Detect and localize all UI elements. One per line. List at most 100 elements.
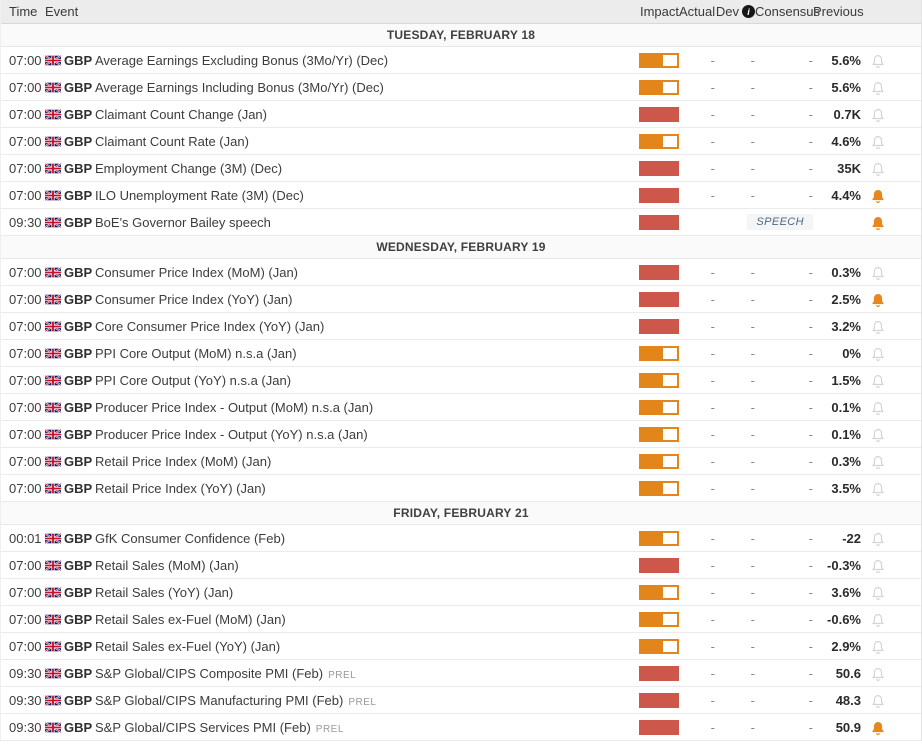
section-date: TUESDAY, FEBRUARY 18	[386, 28, 536, 42]
impact-bar	[639, 79, 679, 95]
event-row[interactable]: 09:30 GBP S&P Global/CIPS Services PMI (…	[1, 714, 921, 741]
event-title: Core Consumer Price Index (YoY) (Jan)	[95, 318, 325, 334]
alert-bell-icon[interactable]	[861, 160, 895, 177]
event-row[interactable]: 07:00 GBP Claimant Count Change (Jan) - …	[1, 101, 921, 128]
event-row[interactable]: 09:30 GBP S&P Global/CIPS Manufacturing …	[1, 687, 921, 714]
event-row[interactable]: 00:01 GBP GfK Consumer Confidence (Feb) …	[1, 525, 921, 552]
actual-value: -	[710, 345, 715, 361]
event-row[interactable]: 07:00 GBP Retail Sales ex-Fuel (YoY) (Ja…	[1, 633, 921, 660]
event-row[interactable]: 07:00 GBP Retail Sales (YoY) (Jan) - - -…	[1, 579, 921, 606]
deviation-value: -	[750, 665, 755, 681]
event-row[interactable]: 09:30 GBP BoE's Governor Bailey speech	[1, 209, 921, 236]
previous-value: 3.6%	[831, 584, 861, 600]
event-time: 07:00	[9, 345, 42, 361]
alert-bell-icon[interactable]	[861, 187, 895, 204]
event-row[interactable]: 07:00 GBP PPI Core Output (YoY) n.s.a (J…	[1, 367, 921, 394]
actual-value: -	[710, 291, 715, 307]
impact-indicator	[619, 719, 679, 735]
event-time: 00:01	[9, 530, 42, 546]
alert-bell-icon[interactable]	[861, 318, 895, 335]
alert-bell-icon[interactable]	[861, 264, 895, 281]
alert-bell-icon[interactable]	[861, 665, 895, 682]
impact-indicator	[619, 52, 679, 68]
event-row[interactable]: 07:00 GBP Employment Change (3M) (Dec) -…	[1, 155, 921, 182]
alert-bell-icon[interactable]	[861, 692, 895, 709]
info-icon[interactable]: i	[742, 5, 755, 18]
alert-bell-icon[interactable]	[861, 106, 895, 123]
event-row[interactable]: 07:00 GBP Claimant Count Rate (Jan) - - …	[1, 128, 921, 155]
deviation-value: -	[750, 160, 755, 176]
uk-flag-icon	[45, 320, 61, 332]
column-header-actual: Actual	[679, 4, 716, 19]
event-title: Retail Sales ex-Fuel (MoM) (Jan)	[95, 611, 286, 627]
currency-label: GBP	[64, 52, 93, 68]
alert-bell-icon[interactable]	[861, 79, 895, 96]
alert-bell-icon[interactable]	[861, 611, 895, 628]
actual-value: -	[710, 264, 715, 280]
event-row[interactable]: 07:00 GBP Retail Sales (MoM) (Jan) - - -…	[1, 552, 921, 579]
uk-flag-icon	[45, 135, 61, 147]
alert-bell-icon[interactable]	[861, 480, 895, 497]
previous-value: -0.6%	[827, 611, 861, 627]
currency-label: GBP	[64, 372, 93, 388]
event-row[interactable]: 07:00 GBP Average Earnings Excluding Bon…	[1, 47, 921, 74]
consensus-value: -	[808, 557, 813, 573]
actual-value: -	[710, 557, 715, 573]
event-row[interactable]: 07:00 GBP Retail Price Index (MoM) (Jan)…	[1, 448, 921, 475]
alert-bell-icon[interactable]	[861, 719, 895, 736]
alert-bell-icon[interactable]	[861, 345, 895, 362]
previous-value: 0.3%	[831, 264, 861, 280]
event-row[interactable]: 07:00 GBP Producer Price Index - Output …	[1, 421, 921, 448]
event-row[interactable]: 07:00 GBP Retail Sales ex-Fuel (MoM) (Ja…	[1, 606, 921, 633]
alert-bell-icon[interactable]	[861, 557, 895, 574]
alert-bell-icon[interactable]	[861, 530, 895, 547]
event-row[interactable]: 07:00 GBP Core Consumer Price Index (YoY…	[1, 313, 921, 340]
event-title: Retail Sales ex-Fuel (YoY) (Jan)	[95, 638, 281, 654]
previous-value: 5.6%	[831, 79, 861, 95]
alert-bell-icon[interactable]	[861, 372, 895, 389]
alert-bell-icon[interactable]	[861, 426, 895, 443]
alert-bell-icon[interactable]	[861, 453, 895, 470]
event-row[interactable]: 09:30 GBP S&P Global/CIPS Composite PMI …	[1, 660, 921, 687]
event-row[interactable]: 07:00 GBP Average Earnings Including Bon…	[1, 74, 921, 101]
event-row[interactable]: 07:00 GBP Consumer Price Index (MoM) (Ja…	[1, 259, 921, 286]
alert-bell-icon[interactable]	[861, 133, 895, 150]
impact-indicator	[619, 692, 679, 708]
event-row[interactable]: 07:00 GBP Retail Price Index (YoY) (Jan)…	[1, 475, 921, 502]
uk-flag-icon	[45, 667, 61, 679]
consensus-value: -	[808, 665, 813, 681]
consensus-value: -	[808, 372, 813, 388]
previous-value: 0.7K	[833, 106, 861, 122]
impact-indicator	[619, 426, 679, 442]
alert-bell-icon[interactable]	[861, 291, 895, 308]
impact-indicator	[619, 557, 679, 573]
previous-value: 2.9%	[831, 638, 861, 654]
currency-label: GBP	[64, 584, 93, 600]
column-header-event: Event	[45, 4, 79, 19]
deviation-value: -	[750, 264, 755, 280]
event-row[interactable]: 07:00 GBP Producer Price Index - Output …	[1, 394, 921, 421]
alert-bell-icon[interactable]	[861, 214, 895, 231]
event-row[interactable]: 07:00 GBP ILO Unemployment Rate (3M) (De…	[1, 182, 921, 209]
previous-value: 50.6	[835, 665, 861, 681]
consensus-value: -	[808, 79, 813, 95]
impact-bar	[639, 584, 679, 600]
consensus-value: -	[808, 160, 813, 176]
previous-value: 1.5%	[831, 372, 861, 388]
alert-bell-icon[interactable]	[861, 52, 895, 69]
event-row[interactable]: 07:00 GBP Consumer Price Index (YoY) (Ja…	[1, 286, 921, 313]
event-title: S&P Global/CIPS Services PMI (Feb)	[95, 719, 311, 735]
event-title: BoE's Governor Bailey speech	[95, 214, 271, 230]
alert-bell-icon[interactable]	[861, 584, 895, 601]
consensus-value: -	[808, 719, 813, 735]
prel-badge: PREL	[348, 696, 377, 708]
alert-bell-icon[interactable]	[861, 638, 895, 655]
deviation-value: -	[750, 291, 755, 307]
deviation-value: -	[750, 372, 755, 388]
alert-bell-icon[interactable]	[861, 399, 895, 416]
currency-label: GBP	[64, 638, 93, 654]
uk-flag-icon	[45, 559, 61, 571]
event-title: S&P Global/CIPS Manufacturing PMI (Feb)	[95, 692, 344, 708]
consensus-value: -	[808, 611, 813, 627]
event-row[interactable]: 07:00 GBP PPI Core Output (MoM) n.s.a (J…	[1, 340, 921, 367]
